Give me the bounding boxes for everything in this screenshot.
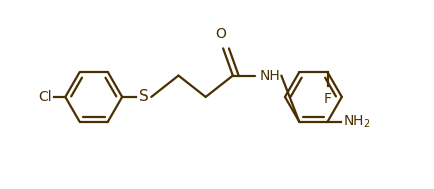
Text: NH$_2$: NH$_2$ [342,113,370,130]
Text: O: O [215,27,226,41]
Text: NH: NH [260,69,280,83]
Text: F: F [323,92,331,106]
Text: Cl: Cl [38,90,52,104]
Text: S: S [138,89,148,105]
